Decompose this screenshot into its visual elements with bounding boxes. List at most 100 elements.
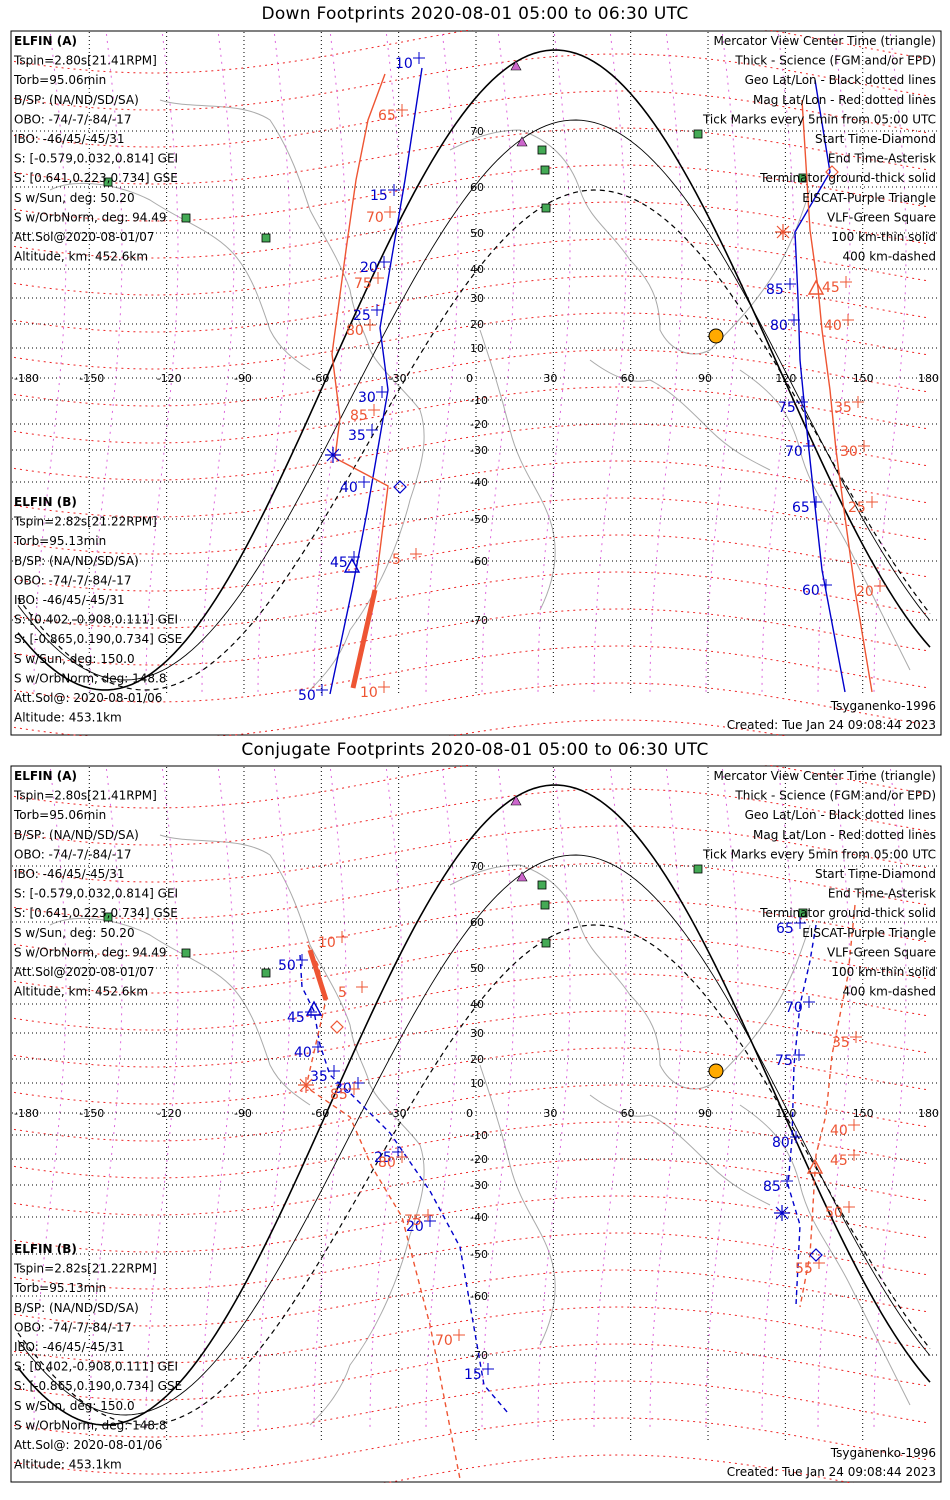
track-tick-mark (794, 917, 806, 929)
lat-tick-label: 60 (470, 916, 484, 929)
terminator-ground (17, 784, 931, 1426)
track-time-label: 75 (778, 400, 796, 416)
legend-line: Tick Marks every 5min from 05:00 UTC (702, 112, 936, 126)
lat-tick-label: -50 (470, 513, 488, 526)
track-tick-mark (422, 1209, 434, 1221)
lat-tick-label: -60 (470, 555, 488, 568)
track-time-label: 5 (392, 552, 401, 568)
track-time-label: 45 (330, 555, 348, 571)
track-time-label: 80 (346, 323, 364, 339)
track-time-label: 25 (374, 1150, 392, 1166)
eiscat-station-icon (510, 60, 522, 71)
mag-lon-line (201, 33, 235, 695)
lat-tick-label: -30 (470, 444, 488, 457)
track-tick-mark (371, 304, 383, 316)
plot-title-conjugate: Conjugate Footprints 2020-08-01 05:00 to… (241, 740, 709, 760)
elfin-b-param: S: [0.402,-0.908,0.111] GEI (14, 1360, 178, 1374)
mag-lon-line (145, 768, 179, 1430)
mag-meridian-group (33, 768, 907, 1430)
track-time-label: 65 (378, 108, 396, 124)
vlf-station-icon (537, 145, 547, 155)
elfin-b-heading: ELFIN (B) (14, 495, 77, 509)
vlf-station-icon (181, 948, 191, 958)
coastline (449, 864, 811, 1090)
track-tick-mark (356, 981, 368, 993)
elfin-b-track-east (799, 904, 856, 1308)
mag-lon-line (369, 768, 403, 1430)
mag-lon-line (873, 768, 907, 1430)
track-tick-mark (848, 1149, 860, 1161)
mag-lon-line (593, 768, 627, 1430)
vlf-station-icon (540, 165, 550, 175)
track-time-label: 10 (395, 56, 413, 72)
lat-tick-label: -40 (470, 476, 488, 489)
elfin-a-heading: ELFIN (A) (14, 34, 77, 48)
mag-lon-line (537, 33, 571, 695)
track-time-label: 15 (370, 188, 388, 204)
terminator-ground (17, 49, 931, 691)
elfin-a-param: Torb=95.06min (13, 808, 106, 822)
sun-icon (708, 328, 724, 344)
mag-lon-line (33, 768, 67, 1430)
track-tick-mark (358, 476, 370, 488)
center-time-triangle-icon (305, 1000, 323, 1016)
start-diamond-icon (330, 1020, 344, 1034)
plot-title-down: Down Footprints 2020-08-01 05:00 to 06:3… (261, 4, 689, 24)
track-time-label: 20 (856, 584, 874, 600)
track-tick-mark (372, 272, 384, 284)
track-time-label: 75 (775, 1053, 793, 1069)
model-label: Tsyganenko-1996 (830, 699, 936, 713)
elfin-a-param: B/SP: (NA/ND/SD/SA) (14, 93, 139, 107)
legend-line: EISCAT-Purple Triangle (802, 191, 936, 205)
elfin-a-param: B/SP: (NA/ND/SD/SA) (14, 828, 139, 842)
track-tick-mark (376, 386, 388, 398)
track-tick-mark (803, 996, 815, 1008)
elfin-b-param: S: [-0.865,0.190,0.734] GSE (14, 1379, 182, 1393)
elfin-a-param: S w/Sun, deg: 50.20 (14, 926, 135, 940)
center-time-triangle-icon (343, 557, 361, 573)
lat-tick-label: -70 (470, 614, 488, 627)
coastline (479, 1064, 556, 1346)
track-tick-mark (784, 278, 796, 290)
elfin-a-param: S: [-0.579,0.032,0.814] GEI (14, 887, 178, 901)
legend-line: Thick - Science (FGM and/or EPD) (734, 789, 936, 803)
start-diamond-icon (809, 1248, 823, 1262)
track-time-label: 60 (802, 583, 820, 599)
elfin-b-param: Tspin=2.82s[21.22RPM] (13, 515, 157, 529)
elfin-b-param: Att.Sol@: 2020-08-01/06 (14, 691, 162, 705)
end-asterisk-icon (774, 1205, 790, 1221)
lon-tick-label: -30 (389, 372, 407, 385)
elfin-b-track-west (331, 73, 389, 689)
track-time-label: 75 (404, 1213, 422, 1229)
elfin-a-param: Altitude, km: 452.6km (14, 985, 148, 999)
track-tick-mark (781, 1175, 793, 1187)
elfin-a-param: IBO: -46/45/-45/31 (14, 867, 125, 881)
lon-tick-label: 180 (918, 1107, 939, 1120)
lat-tick-label: 30 (470, 292, 484, 305)
track-time-label: 65 (776, 921, 794, 937)
elfin-b-param: Torb=95.13min (13, 1281, 106, 1295)
elfin-b-param: B/SP: (NA/ND/SD/SA) (14, 1301, 139, 1315)
mag-meridian-group (33, 33, 907, 695)
track-tick-mark (852, 396, 864, 408)
track-tick-mark (396, 104, 408, 116)
track-time-label: 45 (822, 280, 840, 296)
lon-tick-label: 150 (853, 372, 874, 385)
track-time-label: 70 (435, 1333, 453, 1349)
track-time-label: 5 (338, 985, 347, 1001)
elfin-b-param: S w/Sun, deg: 150.0 (14, 652, 135, 666)
elfin-a-param: S: [0.641,0.223,0.734] GSE (14, 906, 178, 920)
track-time-label: 10 (360, 685, 378, 701)
track-time-label: 50 (278, 958, 296, 974)
track-time-label: 80 (378, 1155, 396, 1171)
elfin-b-param: Altitude: 453.1km (14, 1458, 122, 1472)
elfin-a-param: Att.Sol@2020-08-01/07 (14, 965, 155, 979)
vlf-station-icon (181, 213, 191, 223)
mag-lon-line (593, 33, 627, 695)
legend-line: Tick Marks every 5min from 05:00 UTC (702, 847, 936, 861)
track-time-label: 30 (334, 1081, 352, 1097)
track-time-label: 25 (848, 500, 866, 516)
vlf-station-icon (261, 968, 271, 978)
track-time-label: 20 (406, 1219, 424, 1235)
track-tick-mark (840, 276, 852, 288)
